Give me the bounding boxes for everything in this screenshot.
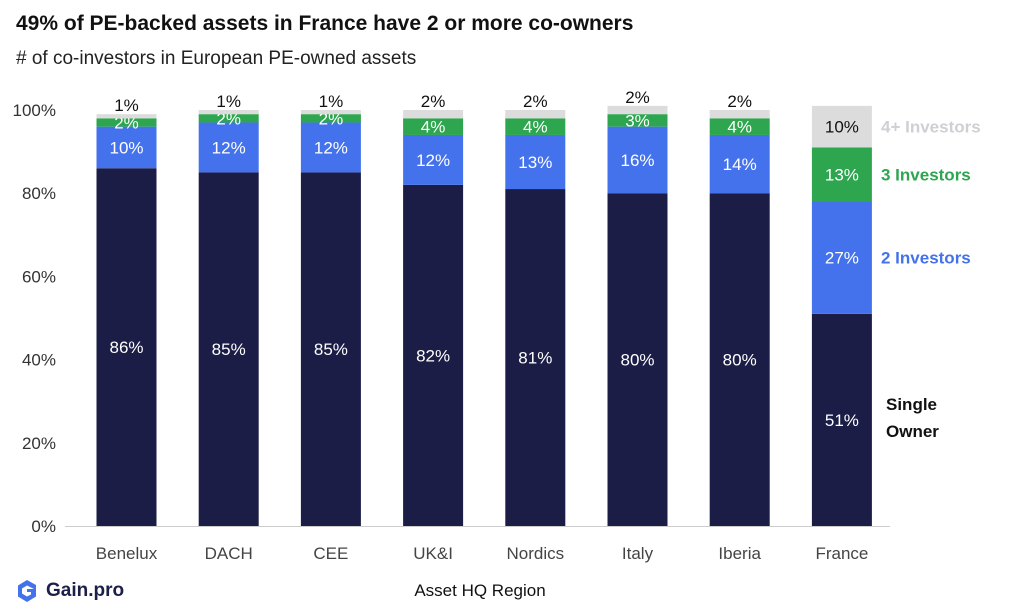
y-tick-label: 0% [31, 517, 56, 536]
bar-segment [403, 110, 464, 119]
data-label: 14% [723, 155, 757, 174]
chart-subtitle: # of co-investors in European PE-owned a… [16, 48, 417, 69]
bar-segment [709, 193, 770, 526]
y-tick-label: 60% [22, 267, 56, 286]
bar-segment [505, 134, 566, 190]
bar-segment [198, 172, 259, 526]
data-label: 10% [109, 138, 143, 157]
x-tick-label: DACH [205, 544, 253, 563]
x-tick-label: France [815, 544, 868, 563]
data-label: 81% [518, 349, 552, 368]
legend-label: 3 Investors [881, 165, 971, 184]
data-label: 2% [625, 88, 650, 107]
data-label: 4% [727, 118, 752, 137]
y-tick-label: 20% [22, 434, 56, 453]
data-label: 2% [421, 92, 446, 111]
bar-segment [300, 172, 361, 526]
data-label: 27% [825, 249, 859, 268]
bar-segment [505, 110, 566, 119]
bar-segment [403, 118, 464, 135]
data-label: 85% [212, 340, 246, 359]
data-label: 3% [625, 111, 650, 130]
bar-segment [607, 193, 668, 526]
bar-segment [607, 114, 668, 127]
data-label: 85% [314, 340, 348, 359]
x-tick-label: Benelux [96, 544, 158, 563]
legend-label: 2 Investors [881, 249, 971, 268]
data-label: 13% [518, 153, 552, 172]
data-label: 51% [825, 411, 859, 430]
bar-segment [607, 126, 668, 194]
data-label: 4% [421, 118, 446, 137]
x-tick-label: UK&I [413, 544, 453, 563]
data-label: 16% [620, 151, 654, 170]
bar-segment [198, 122, 259, 173]
bar-segment [811, 105, 872, 148]
x-tick-label: CEE [313, 544, 348, 563]
data-label: 4% [523, 118, 548, 137]
x-tick-label: Nordics [506, 544, 564, 563]
data-label: 1% [216, 92, 241, 111]
bar-segment [300, 114, 361, 123]
y-tick-label: 80% [22, 184, 56, 203]
data-label: 12% [212, 138, 246, 157]
data-label: 82% [416, 346, 450, 365]
bar-segment [709, 134, 770, 194]
data-label: 86% [109, 338, 143, 357]
data-label: 80% [620, 351, 654, 370]
bar-segment [300, 110, 361, 115]
bar-segment [96, 168, 157, 527]
data-label: 13% [825, 165, 859, 184]
brand-name: Gain.pro [46, 580, 125, 601]
data-label: 2% [523, 92, 548, 111]
bar-segment [505, 118, 566, 135]
bar-segment [709, 110, 770, 119]
bar-segment [403, 184, 464, 526]
bar-segment [96, 126, 157, 169]
bar-segment [709, 118, 770, 135]
x-tick-label: Italy [622, 544, 654, 563]
bar-segment [811, 147, 872, 202]
data-label: 80% [723, 351, 757, 370]
x-tick-label: Iberia [718, 544, 761, 563]
bar-segment [811, 201, 872, 314]
legend-label-single-owner: Single Owner [886, 395, 939, 441]
chart-title: 49% of PE-backed assets in France have 2… [16, 12, 634, 35]
y-tick-label: 100% [13, 101, 56, 120]
data-label: 10% [825, 118, 859, 137]
gain-pro-logo-icon [18, 580, 36, 602]
data-label: 12% [314, 138, 348, 157]
legend-label: 4+ Investors [881, 118, 981, 137]
bar-segment [96, 114, 157, 119]
bar-segment [198, 114, 259, 123]
y-tick-label: 40% [22, 351, 56, 370]
bar-segment [403, 134, 464, 185]
bar-segment [96, 118, 157, 127]
bar-segment [811, 313, 872, 526]
data-label: 1% [319, 92, 344, 111]
data-label: 1% [114, 96, 139, 115]
bar-segment [607, 105, 668, 115]
bar-segment [300, 122, 361, 173]
data-label: 2% [727, 92, 752, 111]
data-label: 12% [416, 151, 450, 170]
x-axis-title: Asset HQ Region [414, 581, 545, 600]
brand-logo: Gain.pro [14, 578, 124, 604]
bar-segment [505, 189, 566, 527]
bar-segment [198, 110, 259, 115]
